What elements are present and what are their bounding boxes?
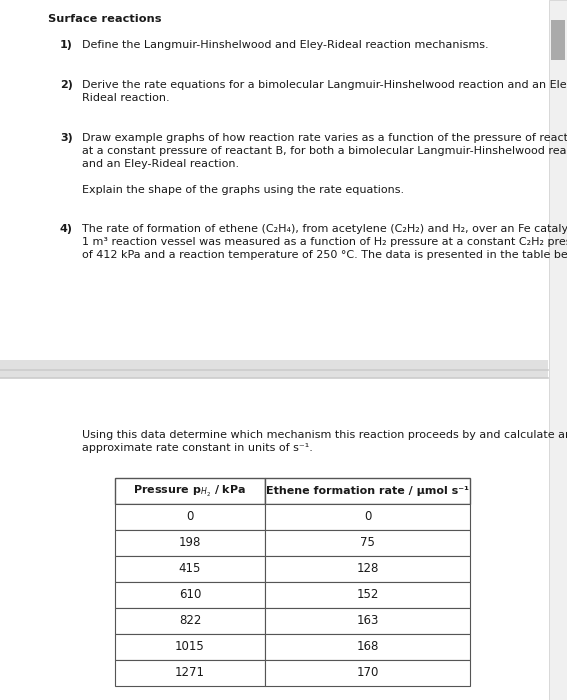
Text: at a constant pressure of reactant B, for both a bimolecular Langmuir-Hinshelwoo: at a constant pressure of reactant B, fo… (82, 146, 567, 156)
Text: 1): 1) (60, 40, 73, 50)
Bar (115, 582, 265, 608)
Text: 163: 163 (356, 615, 379, 627)
Bar (115, 504, 265, 530)
Bar (265, 660, 470, 686)
Text: Rideal reaction.: Rideal reaction. (82, 93, 170, 103)
Text: 198: 198 (179, 536, 201, 550)
Text: 75: 75 (360, 536, 375, 550)
Text: 170: 170 (356, 666, 379, 680)
Text: 3): 3) (60, 133, 73, 143)
Bar (265, 478, 470, 504)
Bar (265, 608, 470, 634)
Text: Derive the rate equations for a bimolecular Langmuir-Hinshelwood reaction and an: Derive the rate equations for a bimolecu… (82, 80, 567, 90)
Text: 4): 4) (60, 224, 73, 234)
Text: 168: 168 (356, 640, 379, 654)
Text: and an Eley-Rideal reaction.: and an Eley-Rideal reaction. (82, 159, 239, 169)
Bar (265, 530, 470, 556)
Bar (265, 582, 470, 608)
Text: of 412 kPa and a reaction temperature of 250 °C. The data is presented in the ta: of 412 kPa and a reaction temperature of… (82, 250, 567, 260)
Text: The rate of formation of ethene (C₂H₄), from acetylene (C₂H₂) and H₂, over an Fe: The rate of formation of ethene (C₂H₄), … (82, 224, 567, 234)
Text: Define the Langmuir-Hinshelwood and Eley-Rideal reaction mechanisms.: Define the Langmuir-Hinshelwood and Eley… (82, 40, 489, 50)
Text: 822: 822 (179, 615, 201, 627)
Bar (0, 360, 548, 378)
Bar (115, 478, 265, 504)
Text: Explain the shape of the graphs using the rate equations.: Explain the shape of the graphs using th… (82, 185, 404, 195)
Text: 128: 128 (356, 563, 379, 575)
Text: Surface reactions: Surface reactions (48, 14, 162, 24)
Bar (115, 608, 265, 634)
Text: 0: 0 (187, 510, 194, 524)
Text: Using this data determine which mechanism this reaction proceeds by and calculat: Using this data determine which mechanis… (82, 430, 567, 440)
Text: 0: 0 (364, 510, 371, 524)
Text: 1271: 1271 (175, 666, 205, 680)
Text: 1015: 1015 (175, 640, 205, 654)
Bar (549, 0, 567, 700)
Text: Ethene formation rate / μmol s⁻¹: Ethene formation rate / μmol s⁻¹ (266, 486, 469, 496)
Bar (115, 660, 265, 686)
Text: Pressure p$_{H_2}$ / kPa: Pressure p$_{H_2}$ / kPa (133, 484, 247, 498)
Bar (551, 20, 565, 60)
Text: 152: 152 (356, 589, 379, 601)
Bar (115, 556, 265, 582)
Text: approximate rate constant in units of s⁻¹.: approximate rate constant in units of s⁻… (82, 443, 313, 453)
Bar (265, 504, 470, 530)
Bar (265, 556, 470, 582)
Bar (115, 634, 265, 660)
Text: 415: 415 (179, 563, 201, 575)
Text: 1 m³ reaction vessel was measured as a function of H₂ pressure at a constant C₂H: 1 m³ reaction vessel was measured as a f… (82, 237, 567, 247)
Bar (265, 634, 470, 660)
Text: Draw example graphs of how reaction rate varies as a function of the pressure of: Draw example graphs of how reaction rate… (82, 133, 567, 143)
Text: 2): 2) (60, 80, 73, 90)
Bar (115, 530, 265, 556)
Text: 610: 610 (179, 589, 201, 601)
